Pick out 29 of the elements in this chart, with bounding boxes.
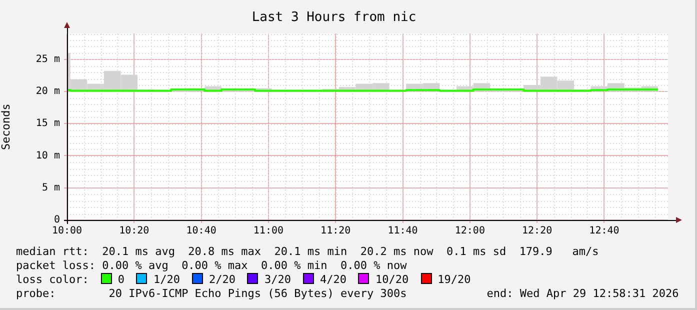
legend-label: 19/20 <box>438 273 471 286</box>
text: end: Wed Apr 29 12:58:31 2026 <box>486 287 679 300</box>
legend-label: 0 <box>118 273 124 286</box>
x-tick-label: 11:00 <box>253 226 284 237</box>
y-tick-label: 10 m <box>36 150 60 162</box>
legend-label: 2/20 <box>208 273 236 286</box>
x-tick-label: 12:40 <box>589 226 620 237</box>
legend-label: 4/20 <box>320 273 346 286</box>
x-tick-label: 11:40 <box>388 226 418 237</box>
text: packet loss: 0.00 % avg 0.00 % max 0.00 % min 0.00 % now <box>16 259 408 273</box>
legend-label: 3/20 <box>264 273 291 286</box>
x-tick-label: 10:40 <box>186 226 216 237</box>
x-tick-label: 11:20 <box>320 226 351 237</box>
x-tick-label: 10:20 <box>119 226 150 237</box>
x-tick-label: 12:20 <box>522 226 552 237</box>
y-tick-label: 25 m <box>36 54 60 65</box>
x-tick-label: 10:00 <box>52 226 82 237</box>
x-tick-label: 12:00 <box>454 226 485 237</box>
legend-label: 10/20 <box>375 273 409 286</box>
y-tick-label: 0 <box>54 214 60 226</box>
legend-title: loss color: <box>16 273 89 286</box>
y-axis-title: Seconds <box>0 104 12 150</box>
y-tick-label: 5 m <box>42 182 60 194</box>
y-tick-label: 15 m <box>36 118 60 130</box>
legend-label: 1/20 <box>153 273 180 286</box>
y-tick-label: 20 m <box>36 86 60 98</box>
text: probe: 20 IPv6-ICMP Echo Pings (56 Bytes) every 300s <box>16 287 407 300</box>
text: median rtt: 20.1 ms avg 20.8 ms max 20.1 ms min 20.2 ms now 0.1 ms sd 179.9 am/s <box>16 245 600 259</box>
chart-title: Last 3 Hours from nic <box>252 10 416 26</box>
